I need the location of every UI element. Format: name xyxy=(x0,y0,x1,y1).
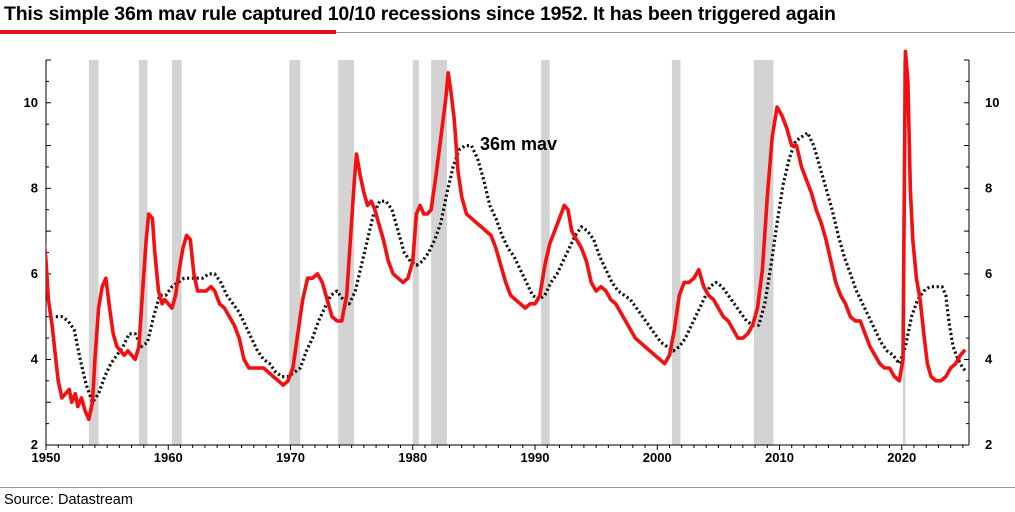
y-tick-label-left: 8 xyxy=(31,180,38,195)
y-tick-label-right: 8 xyxy=(985,180,992,195)
axes: 1950 1960 1970 1980 1990 2000 2010 2020 2 2 4 4 6 6 8 8… xyxy=(24,59,999,465)
y-tick-label-left: 2 xyxy=(31,437,38,452)
title-divider xyxy=(336,32,1015,33)
x-tick-label: 2000 xyxy=(643,450,672,465)
recession-band xyxy=(289,60,301,445)
y-tick-label-right: 6 xyxy=(985,266,992,281)
line-chart: 1950 1960 1970 1980 1990 2000 2010 2020 2 2 4 4 6 6 8 8… xyxy=(24,49,999,465)
y-tick-label-right: 2 xyxy=(985,437,992,452)
recession-band xyxy=(671,60,681,445)
y-tick-label-right: 4 xyxy=(985,351,993,366)
y-tick-label-right: 10 xyxy=(985,95,999,110)
x-tick-label: 1980 xyxy=(398,450,427,465)
y-tick-label-left: 6 xyxy=(31,266,38,281)
chart-title: This simple 36m mav rule captured 10/10 … xyxy=(4,3,836,25)
recession-bands xyxy=(88,60,906,445)
x-tick-label: 2010 xyxy=(765,450,794,465)
x-tick-label: 1990 xyxy=(521,450,550,465)
recession-band xyxy=(138,60,148,445)
recession-band xyxy=(431,60,447,445)
x-tick-label: 1960 xyxy=(154,450,183,465)
title-accent-rule xyxy=(0,30,336,34)
series-line-36m-mav xyxy=(55,131,968,404)
recession-band xyxy=(88,60,99,445)
recession-band xyxy=(338,60,355,445)
y-tick-label-left: 4 xyxy=(31,351,39,366)
source-note: Source: Datastream xyxy=(4,492,133,508)
x-tick-label: 1970 xyxy=(276,450,305,465)
annotations: 36m mav xyxy=(480,134,557,154)
recession-band xyxy=(412,60,419,445)
x-tick-label: 1950 xyxy=(32,450,61,465)
recession-band xyxy=(171,60,182,445)
x-tick-label: 2020 xyxy=(887,450,916,465)
series-line-main xyxy=(46,49,966,422)
series-lines xyxy=(46,49,968,422)
y-tick-label-left: 10 xyxy=(24,95,38,110)
annotation-label: 36m mav xyxy=(480,134,557,154)
footer-divider xyxy=(0,487,1015,488)
recession-band xyxy=(541,60,550,445)
